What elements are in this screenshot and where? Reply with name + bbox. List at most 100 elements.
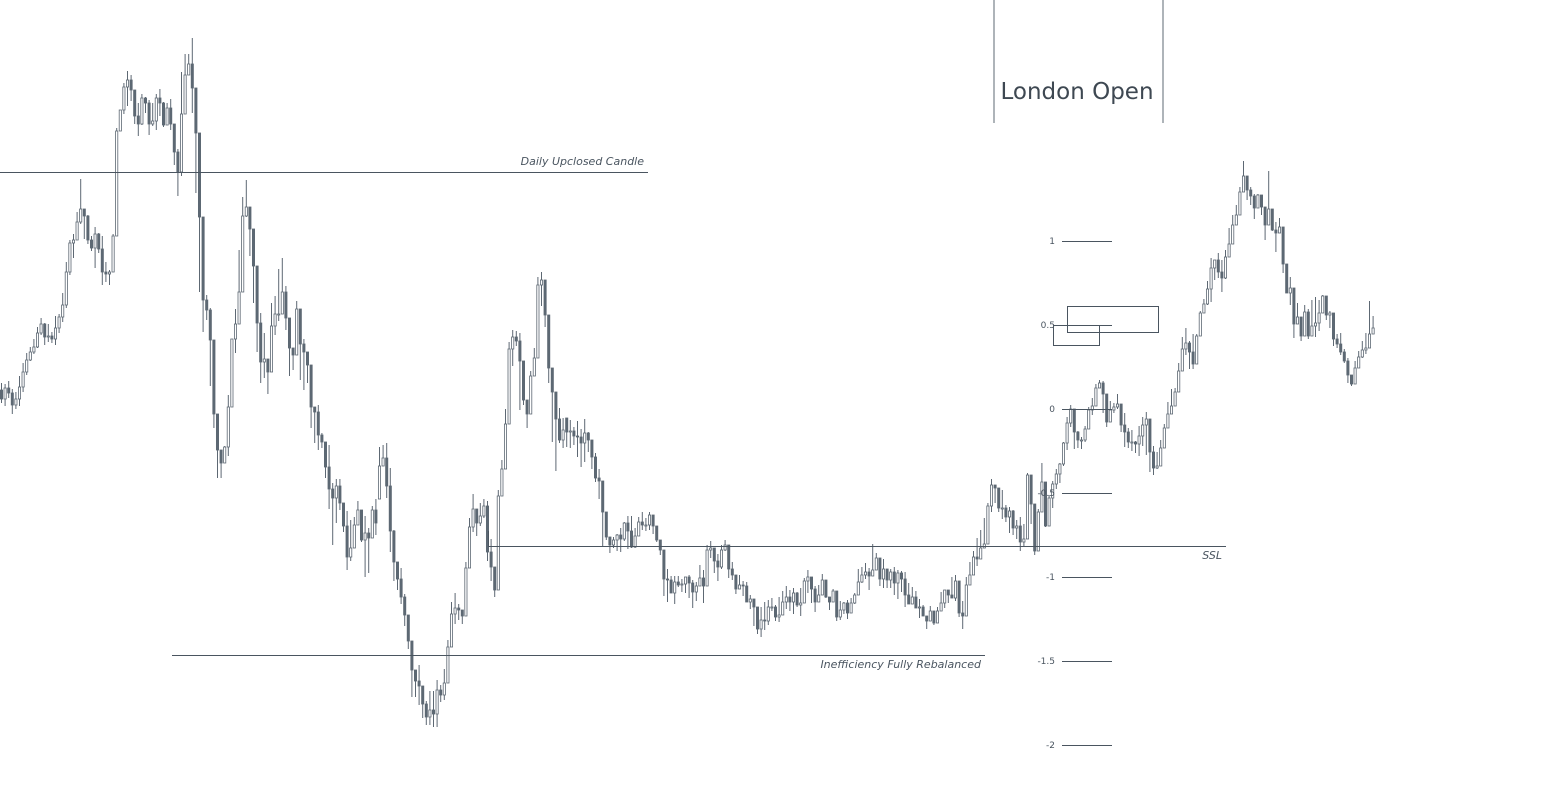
level-label: Inefficiency Fully Rebalanced xyxy=(820,658,982,671)
candle xyxy=(763,602,767,630)
candle xyxy=(399,568,403,604)
candle-body xyxy=(1065,422,1069,444)
candle-body xyxy=(1011,510,1015,529)
candle xyxy=(1148,418,1152,472)
candle xyxy=(738,575,742,590)
fib-label-minus-1: -1 xyxy=(1046,573,1055,583)
candle-body xyxy=(882,568,886,580)
candle-body xyxy=(565,417,569,433)
candle xyxy=(439,685,443,702)
candle-body xyxy=(831,590,835,603)
candle-body xyxy=(810,576,814,590)
candle xyxy=(752,598,756,626)
candle-body xyxy=(442,682,446,696)
candle xyxy=(1123,413,1127,447)
candle-body xyxy=(666,578,670,581)
candle xyxy=(856,569,860,596)
candle xyxy=(583,419,587,462)
candle-body xyxy=(910,596,914,605)
candle xyxy=(100,236,104,285)
candle-body xyxy=(316,411,320,436)
candle-body xyxy=(205,299,209,311)
candle xyxy=(1184,328,1188,355)
candle xyxy=(565,417,569,447)
candle xyxy=(248,206,252,256)
candle-body xyxy=(500,468,504,497)
candle xyxy=(403,594,407,626)
candle xyxy=(269,303,273,373)
candle xyxy=(39,318,43,335)
candle-body xyxy=(126,79,130,88)
candle-body xyxy=(514,336,518,342)
candle-body xyxy=(1000,507,1004,510)
candle xyxy=(615,534,619,551)
candle xyxy=(259,313,263,383)
candle-body xyxy=(903,578,907,596)
candle xyxy=(467,518,471,569)
candle xyxy=(1245,175,1249,200)
candle-body xyxy=(1270,208,1274,231)
candle-body xyxy=(1346,360,1350,376)
candle xyxy=(1072,408,1076,449)
candle-body xyxy=(792,592,796,603)
candle xyxy=(878,557,882,586)
candle xyxy=(824,579,828,598)
candle xyxy=(720,545,724,569)
candle xyxy=(223,446,227,464)
candle-body xyxy=(1368,333,1372,349)
candle xyxy=(190,38,194,113)
candle-body xyxy=(241,215,245,293)
candle xyxy=(349,520,353,561)
candle-body xyxy=(1058,463,1062,475)
candle-body xyxy=(1094,387,1098,407)
candle-body xyxy=(1116,403,1120,408)
candle-body xyxy=(799,602,803,606)
candle-body xyxy=(1260,194,1264,208)
candle xyxy=(1249,187,1253,205)
candle-body xyxy=(237,291,241,325)
candle-body xyxy=(97,233,101,250)
candle-body xyxy=(828,596,832,603)
candle xyxy=(1195,334,1199,365)
candle-body xyxy=(1148,418,1152,453)
candle-body xyxy=(273,313,277,327)
candle xyxy=(104,262,108,282)
candle xyxy=(93,227,97,268)
candle-body xyxy=(493,566,497,591)
candle xyxy=(547,314,551,383)
candle-body xyxy=(359,509,363,541)
candle-body xyxy=(503,423,507,470)
candle xyxy=(219,449,223,478)
candle-body xyxy=(990,484,994,507)
candle-body xyxy=(399,578,403,598)
candle xyxy=(820,574,824,596)
candle-body xyxy=(997,487,1001,509)
candle xyxy=(536,277,540,359)
candle xyxy=(392,530,396,581)
candle xyxy=(21,363,25,392)
candle xyxy=(946,589,950,603)
candle-body xyxy=(39,323,43,334)
candle xyxy=(1166,402,1170,429)
candle xyxy=(687,575,691,598)
candle xyxy=(1314,297,1318,337)
candle xyxy=(1162,424,1166,449)
candle-body xyxy=(662,549,666,580)
candle xyxy=(1310,300,1314,337)
candle-body xyxy=(698,577,702,587)
candle xyxy=(57,314,61,333)
candle xyxy=(1108,401,1112,423)
candle xyxy=(183,54,187,115)
candle xyxy=(1216,253,1220,278)
level-label: SSL xyxy=(1202,549,1222,562)
candle-body xyxy=(1112,406,1116,411)
candle-body xyxy=(435,689,439,715)
candle xyxy=(1051,481,1055,508)
candle xyxy=(885,568,889,588)
candle xyxy=(1328,311,1332,328)
candle-body xyxy=(554,391,558,420)
candle xyxy=(1303,305,1307,337)
candle-body xyxy=(54,327,58,340)
candle xyxy=(172,123,176,165)
candle-body xyxy=(367,532,371,539)
